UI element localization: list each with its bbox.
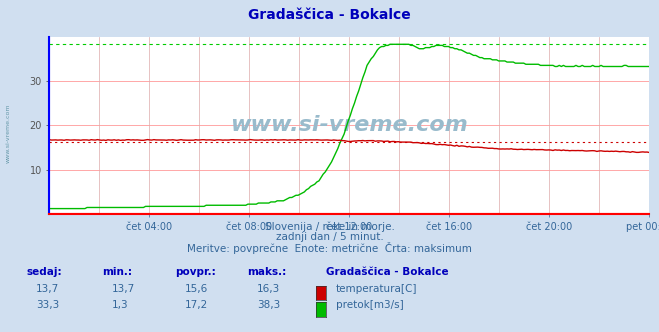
Text: Slovenija / reke in morje.: Slovenija / reke in morje.	[264, 222, 395, 232]
Text: 17,2: 17,2	[185, 300, 208, 310]
Text: 13,7: 13,7	[112, 284, 135, 294]
Text: www.si-vreme.com: www.si-vreme.com	[231, 115, 468, 135]
Text: zadnji dan / 5 minut.: zadnji dan / 5 minut.	[275, 232, 384, 242]
Text: 1,3: 1,3	[112, 300, 129, 310]
Text: www.si-vreme.com: www.si-vreme.com	[6, 103, 11, 163]
Text: 13,7: 13,7	[36, 284, 59, 294]
Text: Meritve: povprečne  Enote: metrične  Črta: maksimum: Meritve: povprečne Enote: metrične Črta:…	[187, 242, 472, 254]
Text: 16,3: 16,3	[257, 284, 280, 294]
Text: 33,3: 33,3	[36, 300, 59, 310]
Text: 15,6: 15,6	[185, 284, 208, 294]
Text: min.:: min.:	[102, 267, 132, 277]
Text: Gradaščica - Bokalce: Gradaščica - Bokalce	[326, 267, 449, 277]
Text: 38,3: 38,3	[257, 300, 280, 310]
Text: Gradaščica - Bokalce: Gradaščica - Bokalce	[248, 8, 411, 22]
Text: povpr.:: povpr.:	[175, 267, 215, 277]
Text: maks.:: maks.:	[247, 267, 287, 277]
Text: pretok[m3/s]: pretok[m3/s]	[336, 300, 404, 310]
Text: sedaj:: sedaj:	[26, 267, 62, 277]
Text: temperatura[C]: temperatura[C]	[336, 284, 418, 294]
